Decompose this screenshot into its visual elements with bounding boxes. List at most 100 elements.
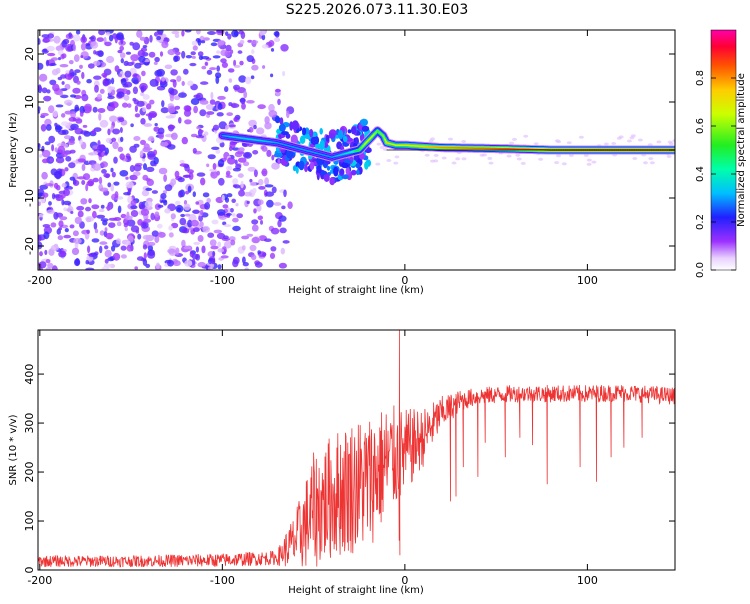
noise-speckle [112,129,120,135]
background-speckle [562,162,567,165]
noise-speckle [180,160,185,164]
noise-speckle [163,200,167,205]
noise-speckle [238,173,244,178]
noise-speckle [51,245,59,251]
noise-speckle [218,159,224,167]
noise-speckle [266,200,274,208]
noise-speckle [266,150,271,157]
noise-speckle [94,222,98,230]
noise-speckle [126,181,134,188]
noise-speckle [68,162,75,168]
noise-speckle [198,235,204,242]
transition-blob [348,129,352,133]
noise-speckle [47,33,54,38]
noise-speckle [185,29,192,33]
transition-blob [292,120,299,130]
noise-speckle [93,107,98,113]
noise-speckle [225,31,228,36]
background-speckle [538,158,543,161]
noise-speckle [238,75,246,82]
noise-speckle [102,266,110,272]
noise-speckle [182,228,187,233]
background-speckle [442,157,447,160]
noise-speckle [147,242,155,246]
noise-speckle [264,238,272,242]
noise-speckle [165,184,173,191]
noise-speckle [141,87,145,93]
noise-speckle [223,204,229,208]
spectrogram-xtick-label: -100 [210,274,235,287]
snr-xtick-label: 100 [577,574,598,587]
noise-speckle [279,263,287,269]
noise-speckle [45,141,51,145]
background-speckle [489,162,494,165]
transition-blob [342,175,350,180]
snr-ytick-label: 100 [23,511,36,532]
background-speckle [509,142,514,145]
noise-speckle [41,113,49,116]
noise-speckle [255,262,263,268]
noise-speckle [58,146,65,154]
noise-speckle [130,205,137,209]
background-speckle [656,140,661,143]
noise-speckle [228,68,235,72]
noise-speckle [149,35,152,43]
noise-speckle [210,99,216,105]
noise-speckle [39,251,43,256]
noise-speckle [152,230,159,236]
noise-speckle [145,188,152,191]
noise-speckle [242,245,246,250]
noise-speckle [100,188,109,192]
noise-speckle [159,168,168,175]
noise-speckle [59,216,67,220]
noise-speckle [170,95,174,101]
noise-speckle [281,206,285,210]
noise-speckle [229,124,236,127]
noise-speckle [58,235,64,240]
background-speckle [631,134,636,137]
noise-speckle [185,191,189,195]
noise-speckle [38,84,41,90]
noise-speckle [125,71,132,78]
noise-speckle [126,52,131,55]
noise-speckle [229,78,233,83]
noise-speckle [240,40,245,44]
noise-speckle [99,177,102,185]
noise-speckle [113,157,118,164]
transition-blob [357,131,361,135]
noise-speckle [140,140,146,145]
noise-speckle [218,264,222,269]
noise-speckle [147,251,155,259]
transition-blob [320,140,325,149]
noise-speckle [108,222,115,228]
noise-speckle [193,242,200,245]
noise-speckle [193,45,198,50]
snr-xtick-label: -100 [210,574,235,587]
noise-speckle [158,128,165,135]
noise-speckle [188,227,193,230]
noise-speckle [62,183,67,188]
noise-speckle [105,250,112,258]
noise-speckle [270,246,276,251]
noise-speckle [44,250,47,255]
noise-speckle [86,260,89,264]
noise-speckle [87,181,94,187]
noise-speckle [175,171,180,178]
noise-speckle [62,152,68,157]
noise-speckle [286,111,290,119]
background-speckle [638,139,643,142]
noise-speckle [208,154,216,159]
noise-speckle [202,226,210,233]
noise-speckle [84,104,92,112]
noise-speckle [251,254,256,260]
noise-speckle [234,65,241,68]
noise-speckle [262,168,268,176]
noise-speckle [178,117,182,124]
background-speckle [512,138,517,141]
noise-speckle [121,78,127,85]
noise-speckle [161,100,164,107]
noise-speckle [213,163,217,170]
noise-speckle [86,79,92,83]
transition-blob [275,153,283,158]
noise-speckle [135,113,140,117]
